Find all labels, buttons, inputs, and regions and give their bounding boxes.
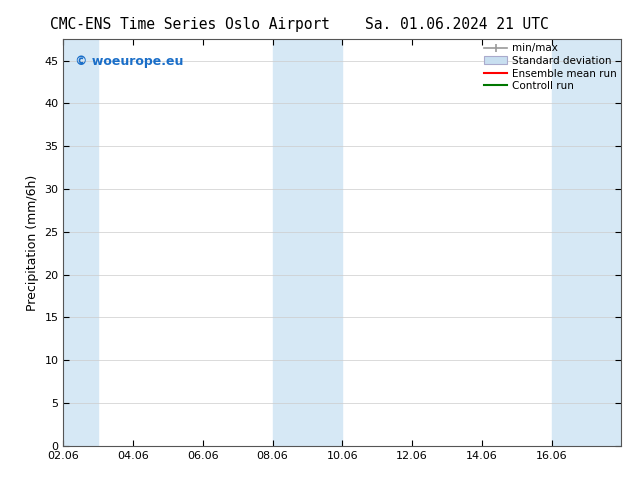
Text: Sa. 01.06.2024 21 UTC: Sa. 01.06.2024 21 UTC: [365, 17, 548, 32]
Bar: [63, 39, 98, 446]
Y-axis label: Precipitation (mm/6h): Precipitation (mm/6h): [26, 174, 39, 311]
Text: © woeurope.eu: © woeurope.eu: [75, 55, 183, 69]
Text: CMC-ENS Time Series Oslo Airport: CMC-ENS Time Series Oslo Airport: [50, 17, 330, 32]
Legend: min/max, Standard deviation, Ensemble mean run, Controll run: min/max, Standard deviation, Ensemble me…: [482, 41, 619, 93]
Bar: [273, 39, 342, 446]
Bar: [552, 39, 621, 446]
